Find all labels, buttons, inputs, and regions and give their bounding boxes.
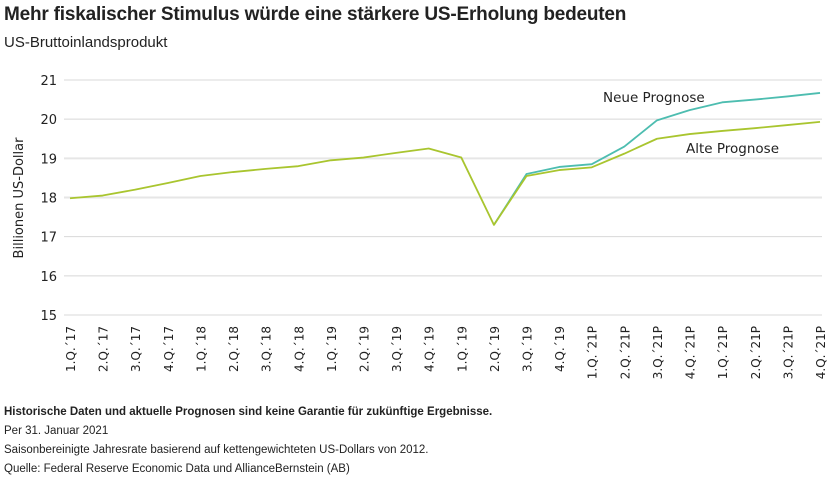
y-axis-label: Billionen US-Dollar bbox=[12, 137, 27, 259]
y-tick-label: 19 bbox=[40, 152, 57, 167]
series-label-alte-prognose: Alte Prognose bbox=[686, 141, 779, 157]
y-tick-label: 21 bbox=[40, 74, 57, 89]
y-tick-label: 16 bbox=[40, 270, 57, 285]
x-tick-label: 1.Q.´21P bbox=[586, 326, 600, 379]
footnote-note: Saisonbereinigte Jahresrate basierend au… bbox=[4, 444, 429, 456]
series-line-alte-prognose bbox=[69, 121, 821, 226]
x-tick-label: 2.Q.´18 bbox=[227, 326, 241, 372]
x-tick-label: 4.Q.´19 bbox=[423, 326, 437, 372]
x-tick-label: 2.Q.´21P bbox=[749, 326, 763, 379]
footnote-disclaimer: Historische Daten und aktuelle Prognosen… bbox=[4, 406, 493, 418]
line-chart: 15 16 17 18 19 20 21 Billionen US-Dollar 1.Q.´17… bbox=[12, 74, 828, 379]
footnote-date: Per 31. Januar 2021 bbox=[4, 425, 109, 437]
footnote-source: Quelle: Federal Reserve Economic Data un… bbox=[4, 463, 350, 475]
y-tick-label: 17 bbox=[40, 231, 57, 246]
x-tick-label: 4.Q.´21P bbox=[684, 326, 698, 379]
x-tick-label: 4.Q.´19 bbox=[553, 326, 567, 372]
x-tick-label: 1.Q.´19 bbox=[325, 326, 339, 372]
x-tick-label: 1.Q.´19 bbox=[455, 326, 469, 372]
y-tick-label: 20 bbox=[40, 113, 57, 128]
x-tick-label: 2.Q.´17 bbox=[97, 326, 111, 372]
x-tick-label: 3.Q.´21P bbox=[651, 326, 665, 379]
x-tick-label: 3.Q.´18 bbox=[260, 326, 274, 372]
chart-subtitle: US-Bruttoinlandsprodukt bbox=[4, 34, 168, 51]
y-tick-label: 18 bbox=[40, 192, 57, 207]
x-tick-label: 2.Q.´19 bbox=[357, 326, 371, 372]
x-tick-label: 2.Q.´19 bbox=[488, 326, 502, 372]
chart-title: Mehr fiskalischer Stimulus würde eine st… bbox=[4, 4, 627, 25]
x-tick-label: 1.Q.´18 bbox=[194, 326, 208, 372]
x-tick-label: 4.Q.´17 bbox=[162, 326, 176, 372]
x-tick-label: 1.Q.´17 bbox=[64, 326, 78, 372]
x-tick-label: 3.Q.´17 bbox=[129, 326, 143, 372]
x-tick-label: 4.Q.´18 bbox=[292, 326, 306, 372]
x-tick-label: 3.Q.´19 bbox=[521, 326, 535, 372]
x-tick-label: 1.Q.´21P bbox=[716, 326, 730, 379]
y-tick-label: 15 bbox=[40, 309, 57, 324]
x-tick-label: 2.Q.´21P bbox=[618, 326, 632, 379]
x-tick-label: 3.Q.´19 bbox=[390, 326, 404, 372]
x-tick-label: 3.Q.´21P bbox=[781, 326, 795, 379]
series-label-neue-prognose: Neue Prognose bbox=[603, 90, 705, 106]
x-tick-label: 4.Q.´21P bbox=[814, 326, 828, 379]
